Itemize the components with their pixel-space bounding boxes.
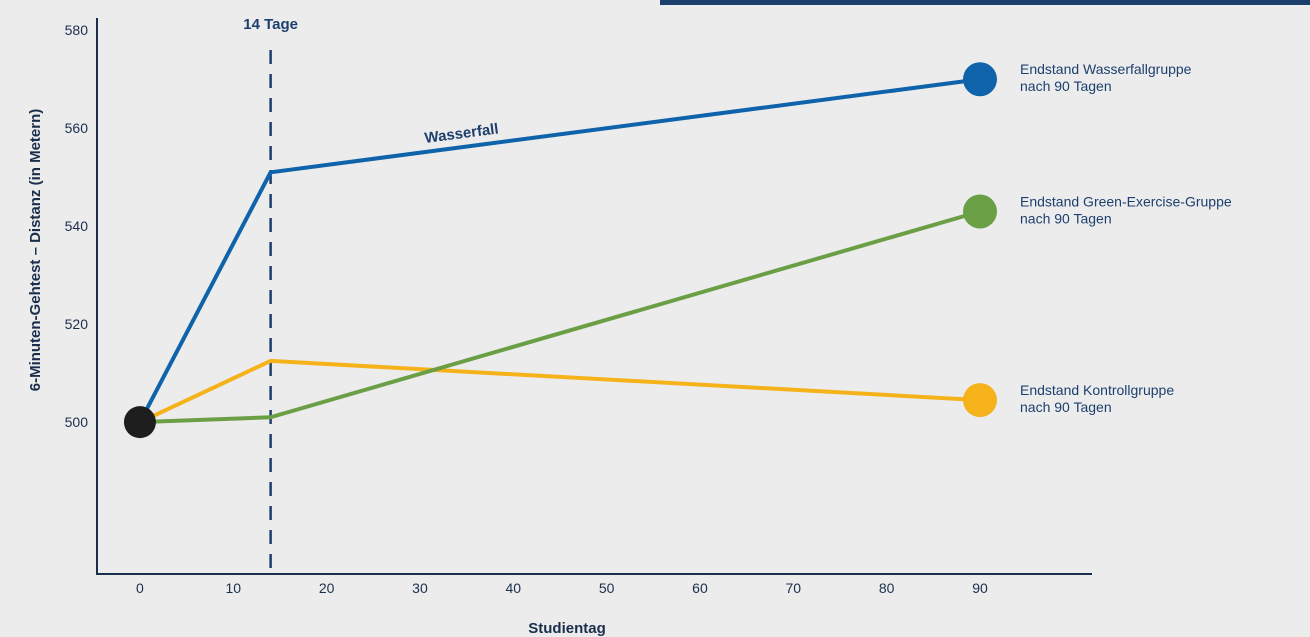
series-end-points [123,62,997,439]
x-tick-label: 50 [599,580,615,596]
series-end-label: Endstand Wasserfallgruppe [1020,61,1192,77]
start-point [123,406,156,439]
y-tick-label: 540 [65,218,89,234]
x-tick-label: 60 [692,580,708,596]
y-tick-label: 580 [65,22,89,38]
x-axis-ticks: 0 10 20 30 40 50 60 70 80 90 [136,580,988,596]
series-line [137,77,982,425]
series-end-label: nach 90 Tagen [1020,78,1112,94]
x-tick-label: 20 [319,580,335,596]
x-axis-title: Studientag [528,620,606,637]
x-tick-label: 30 [412,580,428,596]
x-tick-label: 10 [225,580,241,596]
y-tick-label: 500 [65,414,89,430]
series-end-label: Endstand Green-Exercise-Gruppe [1020,193,1232,209]
marker-line-group: 14 Tage [243,16,298,574]
y-tick-label: 560 [65,120,89,136]
series-lines [137,77,982,425]
series-end-label: nach 90 Tagen [1020,399,1112,415]
series-line [137,358,982,425]
x-tick-label: 80 [879,580,895,596]
axes [96,18,1092,575]
series-end-point [962,194,997,229]
series-end-point [962,62,997,97]
y-axis-title: 6-Minuten-Gehtest – Distanz (in Metern) [27,109,44,392]
y-tick-label: 520 [65,316,89,332]
marker-line-label: 14 Tage [243,16,298,33]
series-end-point [962,383,997,418]
x-tick-label: 90 [972,580,988,596]
series-line [137,209,982,425]
series-end-label: Endstand Kontrollgruppe [1020,382,1174,398]
x-tick-label: 0 [136,580,144,596]
series-end-label: nach 90 Tagen [1020,210,1112,226]
x-tick-label: 40 [506,580,522,596]
x-tick-label: 70 [786,580,802,596]
header-accent-bar [660,0,1310,5]
y-axis-ticks: 500 520 540 560 580 [65,22,89,430]
